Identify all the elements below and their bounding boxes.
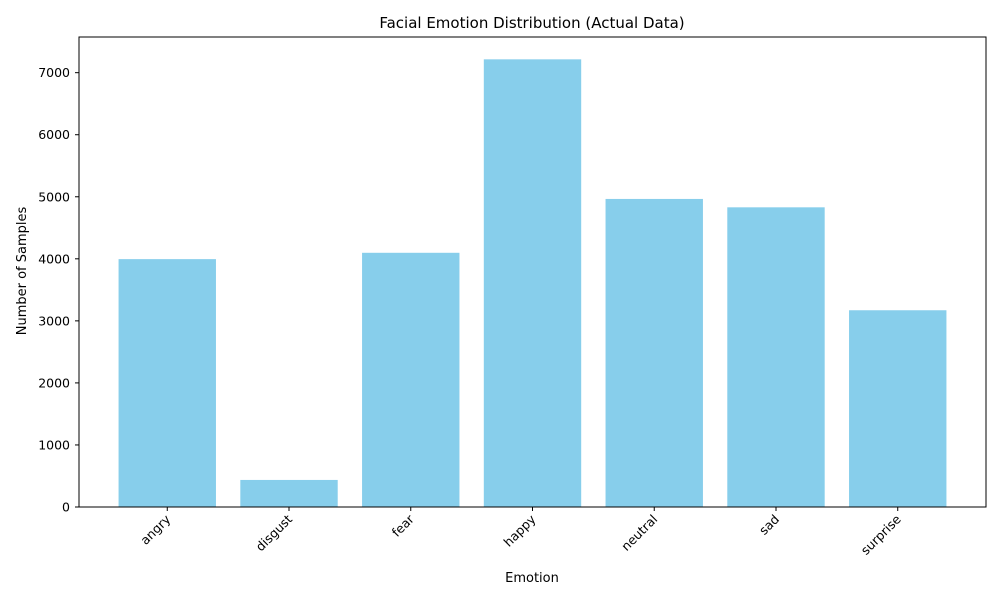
bar-disgust [240, 479, 338, 507]
x-tick-label-disgust: disgust [253, 511, 296, 554]
y-tick-label: 5000 [38, 189, 70, 204]
y-tick-label: 0 [62, 500, 70, 515]
bar-happy [483, 59, 582, 507]
x-tick-label-happy: happy [501, 511, 540, 550]
x-axis: angry disgust fear happy neutral sad surprise [137, 507, 904, 558]
bars-group [118, 59, 947, 507]
x-tick-label-sad: sad [756, 512, 782, 538]
x-tick-label-neutral: neutral [618, 512, 660, 554]
x-tick-label-fear: fear [389, 511, 418, 540]
y-tick-label: 7000 [38, 65, 70, 80]
y-tick-label: 3000 [38, 313, 70, 328]
y-tick-label: 1000 [38, 437, 70, 452]
bar-surprise [849, 310, 947, 507]
chart-title: Facial Emotion Distribution (Actual Data… [379, 14, 684, 32]
y-tick-label: 2000 [38, 375, 70, 390]
x-tick-label-angry: angry [137, 511, 174, 548]
y-axis-label: Number of Samples [15, 207, 30, 336]
x-tick-label-surprise: surprise [858, 511, 904, 557]
x-axis-label: Emotion [505, 571, 559, 586]
plot-frame [78, 36, 987, 508]
y-axis: 0 1000 2000 3000 4000 5000 6000 7000 [38, 65, 79, 515]
bar-sad [727, 207, 825, 507]
bar-angry [118, 259, 216, 507]
bar-neutral [605, 198, 703, 507]
bar-fear [362, 252, 460, 507]
y-tick-label: 4000 [38, 251, 70, 266]
y-tick-label: 6000 [38, 127, 70, 142]
